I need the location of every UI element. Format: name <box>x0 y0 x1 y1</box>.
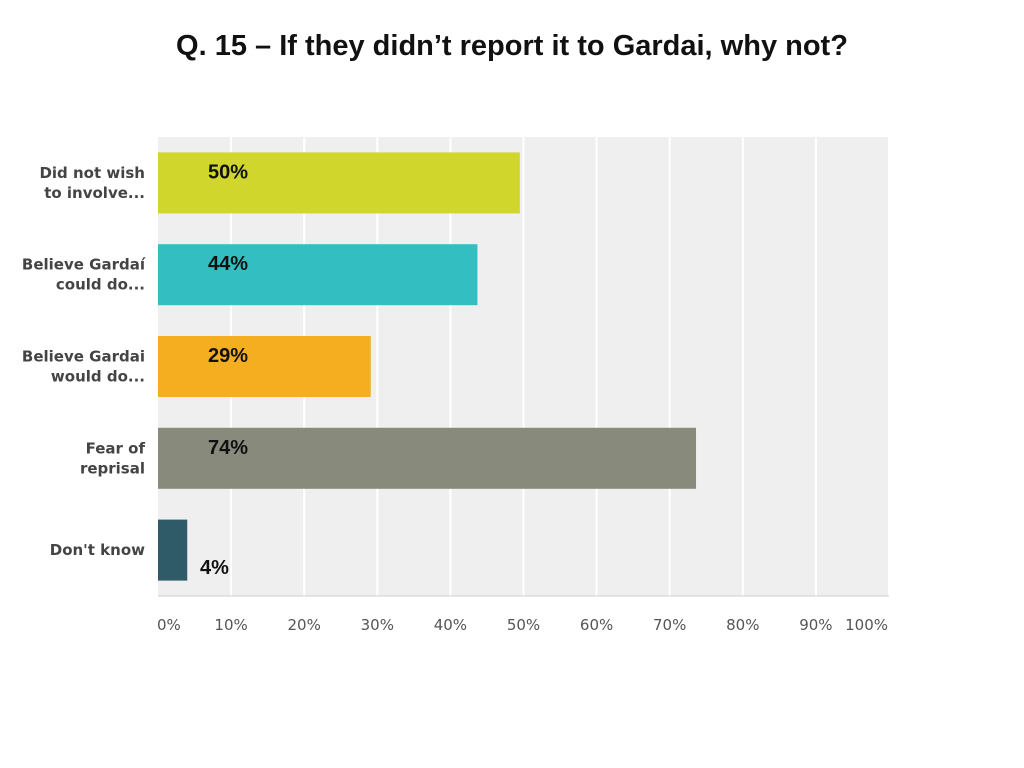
x-tick-label: 50% <box>507 616 540 634</box>
x-tick-label: 0% <box>157 616 181 634</box>
x-tick-label: 10% <box>214 616 247 634</box>
bars <box>158 152 697 581</box>
category-label: Believe Gardai <box>22 348 145 366</box>
x-tick-label: 90% <box>799 616 832 634</box>
x-tick-labels: 0% 10% 20% 30% 40% 50% 60% 70% 80% 90% 100% <box>157 616 888 634</box>
bar <box>158 519 188 581</box>
x-tick-label: 100% <box>845 616 888 634</box>
bar <box>158 244 478 306</box>
grid-lines <box>158 137 890 597</box>
data-labels: 50% 44% 29% 74% 4% <box>200 161 248 579</box>
data-label: 74% <box>208 437 248 459</box>
category-label: Did not wish <box>39 164 145 182</box>
data-label: 50% <box>208 161 248 183</box>
data-label: 4% <box>200 557 229 579</box>
x-tick-label: 70% <box>653 616 686 634</box>
category-label: reprisal <box>80 459 145 477</box>
category-label: to involve... <box>44 184 145 202</box>
data-label: 29% <box>208 345 248 367</box>
category-label: Fear of <box>86 439 146 457</box>
category-label: could do... <box>56 276 145 294</box>
x-tick-label: 60% <box>580 616 613 634</box>
category-label: would do... <box>51 368 145 386</box>
x-tick-label: 30% <box>361 616 394 634</box>
x-tick-label: 80% <box>726 616 759 634</box>
x-tick-label: 40% <box>434 616 467 634</box>
bar <box>158 427 697 489</box>
category-label: Believe Gardaí <box>22 256 146 274</box>
chart-title: Q. 15 – If they didn’t report it to Gard… <box>176 30 848 62</box>
x-tick-label: 20% <box>288 616 321 634</box>
data-label: 44% <box>208 253 248 275</box>
bar <box>158 152 520 214</box>
bar <box>158 336 371 397</box>
category-label: Don't know <box>50 541 145 559</box>
category-labels: Did not wish to involve... Believe Gardaí c… <box>22 164 146 559</box>
